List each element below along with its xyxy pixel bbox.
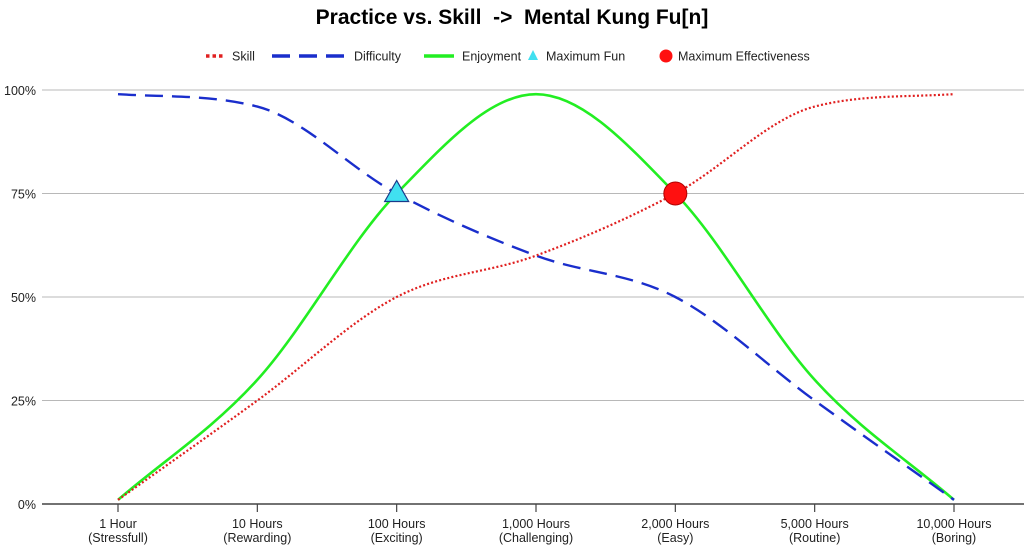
x-tick-label: 5,000 Hours (Routine) [781,517,849,545]
marker-maximum-effectiveness [663,181,688,206]
series-line-difficulty [117,92,955,501]
legend-swatch-maximum-effectiveness [659,49,673,63]
y-tick-label: 25% [11,395,36,409]
y-tick-label: 50% [11,291,36,305]
x-tick-label: 10,000 Hours (Boring) [916,517,991,545]
grid-lines [42,89,1024,505]
series-line-skill [117,93,955,501]
series-lines [117,92,955,501]
series-line-enjoyment [117,92,955,501]
x-axis-ticks: 1 Hour (Stressfull) 10 Hours (Rewarding) 100… [88,504,992,545]
legend-label-difficulty: Difficulty [354,50,402,64]
x-tick-label: 100 Hours (Exciting) [368,517,426,545]
legend-label-maximum-fun: Maximum Fun [546,50,625,64]
legend-swatch-maximum-fun [528,50,538,60]
chart-title: Practice vs. Skill -> Mental Kung Fu[n] [315,6,709,29]
x-tick-label: 2,000 Hours (Easy) [641,517,709,545]
marker-maximum-fun [383,179,410,203]
legend: Skill Difficulty Enjoyment Maximum Fun Maxim… [206,49,810,64]
legend-label-skill: Skill [232,50,255,64]
markers [383,179,688,206]
y-tick-label: 75% [11,188,36,202]
legend-label-maximum-effectiveness: Maximum Effectiveness [678,50,810,64]
y-tick-label: 0% [18,498,36,512]
x-tick-label: 1 Hour (Stressfull) [88,517,148,545]
legend-label-enjoyment: Enjoyment [462,50,522,64]
y-tick-label: 100% [4,84,36,98]
y-axis-ticks: 0% 25% 50% 75% 100% [4,84,36,512]
x-tick-label: 1,000 Hours (Challenging) [499,517,573,545]
x-tick-label: 10 Hours (Rewarding) [223,517,291,545]
